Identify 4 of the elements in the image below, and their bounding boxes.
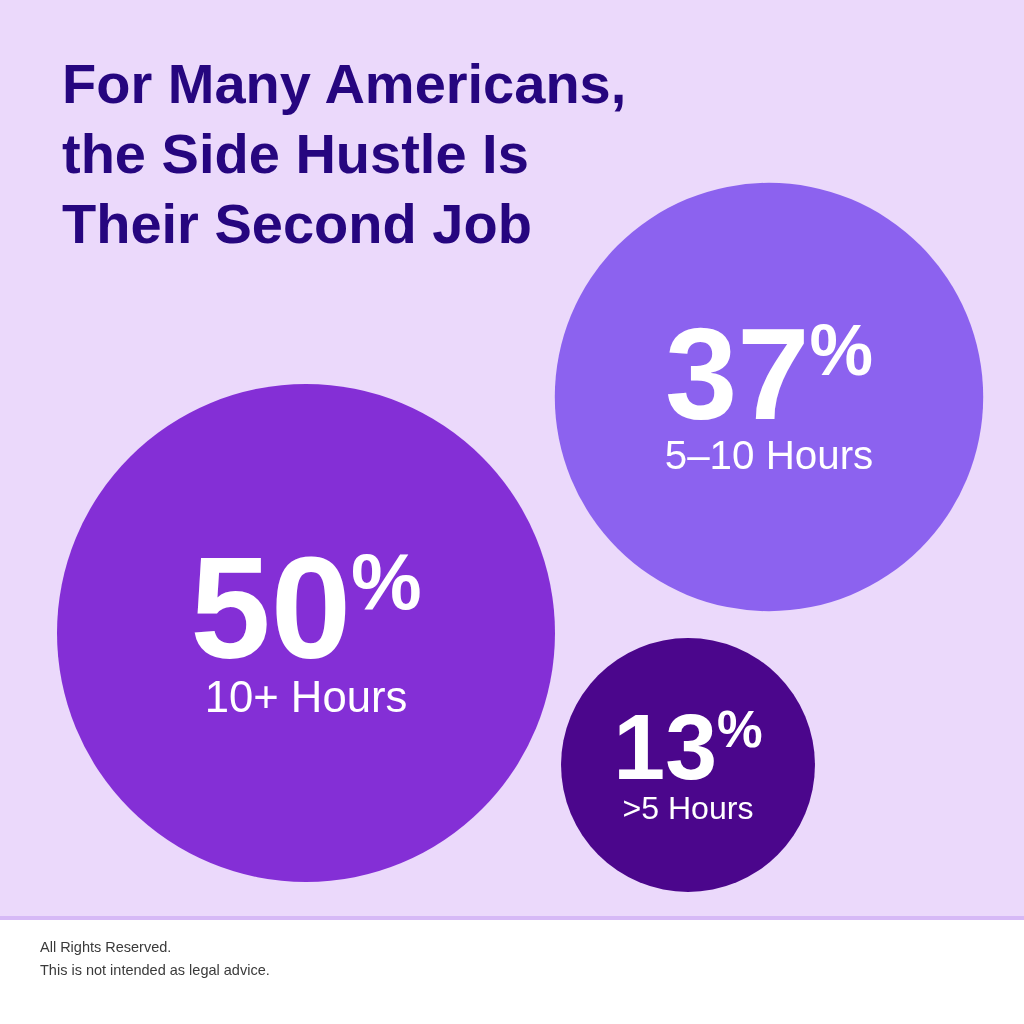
category-label: >5 Hours <box>622 789 754 826</box>
text: All Rights Reserved. <box>40 939 172 955</box>
text: This is not intended as legal advice. <box>40 962 270 978</box>
text: For Many Americans, the Side Hustle Is Their Second Job <box>62 52 627 255</box>
